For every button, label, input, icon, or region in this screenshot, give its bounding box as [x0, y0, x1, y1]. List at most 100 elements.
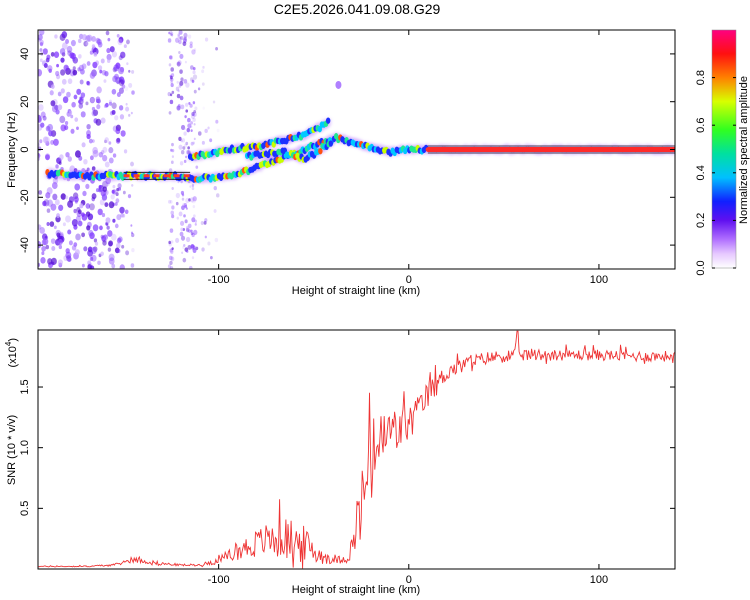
spectrogram-noise-speck: [190, 65, 194, 70]
spectrogram-noise-speck: [170, 256, 175, 262]
spectrogram-noise-speck: [201, 82, 205, 86]
spectrogram-noise-speck: [38, 190, 43, 195]
spectrogram-noise-speck: [62, 222, 66, 227]
spectrogram-noise-speck: [131, 183, 134, 187]
spectrogram-noise-speck: [70, 39, 76, 47]
spectrogram-noise-speck: [104, 71, 109, 77]
snr-y-axis-label: SNR (10 * v/v): [6, 415, 18, 485]
spectrogram-noise-speck: [188, 198, 191, 202]
spectrogram-noise-speck: [131, 90, 135, 95]
spectrogram-noise-speck: [119, 264, 125, 269]
spectrogram-noise-speck: [190, 129, 193, 132]
spectrogram-noise-speck: [62, 96, 69, 104]
spectrogram-noise-speck: [54, 199, 60, 206]
spectrogram-noise-speck: [193, 214, 196, 218]
spectrogram-noise-speck: [86, 34, 93, 42]
spectrogram-track-point: [328, 140, 334, 147]
spectrogram-noise-speck: [122, 213, 126, 218]
spectrogram-noise-speck: [86, 133, 91, 140]
spectrogram-noise-speck: [59, 48, 66, 55]
spectrogram-noise-speck: [81, 263, 85, 268]
spectrogram-noise-speck: [42, 115, 47, 121]
spectrogram-noise-speck: [78, 38, 82, 44]
spectrogram-noise-speck: [71, 101, 76, 108]
spectrogram-noise-speck: [191, 256, 195, 260]
spectrogram-noise-speck: [177, 105, 181, 110]
spectrogram-noise-speck: [116, 237, 122, 244]
spectrogram-track-point: [317, 125, 323, 133]
spectrogram-noise-speck: [169, 74, 172, 78]
spectrogram-noise-speck: [118, 77, 123, 82]
spectrogram-noise-speck: [181, 138, 186, 143]
spectrogram-noise-speck: [50, 100, 56, 107]
spectrogram-noise-speck: [189, 265, 193, 269]
spectrogram-noise-speck: [171, 142, 174, 147]
spectrogram-noise-speck: [210, 255, 213, 260]
spectrogram-noise-speck: [85, 101, 89, 106]
spectrogram-noise-speck: [39, 39, 44, 46]
spectrogram-noise-speck: [194, 219, 198, 223]
spectrogram-noise-speck: [111, 263, 116, 269]
spectrogram-noise-speck: [202, 65, 205, 69]
spectrogram-noise-speck: [170, 160, 174, 164]
spectrogram-noise-speck: [126, 39, 130, 45]
spectrogram-noise-speck: [57, 91, 62, 97]
spectrogram-noise-speck: [105, 217, 111, 224]
spectrogram-noise-speck: [94, 241, 99, 246]
snr-frame: [37, 329, 676, 570]
spectrogram-noise-speck: [67, 256, 72, 262]
spectrogram-noise-speck: [90, 97, 95, 103]
spectrogram-noise-speck: [44, 136, 50, 144]
spectrogram-noise-speck: [80, 68, 85, 75]
spectrogram-noise-speck: [118, 87, 124, 94]
spectrogram-noise-speck: [57, 238, 63, 246]
spectrogram-noise-speck: [115, 198, 120, 203]
spectrogram-noise-speck: [111, 109, 116, 115]
spectrogram-noise-speck: [169, 32, 173, 36]
spectrogram-noise-speck: [189, 103, 193, 108]
spectrogram-noise-speck: [89, 155, 94, 161]
spectrogram-noise-speck: [104, 139, 107, 144]
spectrogram-noise-speck: [101, 69, 107, 76]
spectrogram-noise-speck: [201, 247, 205, 252]
colorbar-gradient: [711, 29, 737, 269]
spectrogram-noise-speck: [50, 52, 55, 57]
spectrogram-noise-speck: [130, 263, 135, 268]
spectrogram-noise-speck: [180, 227, 184, 232]
spectrogram-noise-speck: [175, 237, 180, 243]
spectrogram-noise-speck: [170, 93, 173, 97]
spectrogram-noise-speck: [89, 96, 95, 104]
spectrogram-noise-speck: [47, 65, 53, 72]
spectrogram-noise-speck: [193, 48, 197, 52]
spectrogram-noise-speck: [187, 123, 192, 129]
spectrogram-noise-speck: [40, 257, 46, 264]
spectrogram-noise-speck: [192, 70, 196, 75]
spectrogram-noise-speck: [79, 79, 84, 85]
spectrogram-noise-speck: [86, 80, 90, 86]
spectrogram-noise-speck: [43, 63, 48, 68]
spectrogram-noise-speck: [193, 123, 196, 126]
spectrogram-noise-speck: [102, 240, 107, 246]
snr-multiplier-label: (x104): [4, 338, 19, 368]
spectrogram-noise-speck: [56, 63, 60, 68]
spectrogram-noise-speck: [106, 53, 112, 61]
spectrogram-noise-speck: [78, 54, 82, 59]
spectrogram-noise-speck: [80, 92, 86, 98]
spectrogram-noise-speck: [59, 231, 64, 237]
spectrogram-noise-speck: [200, 221, 204, 226]
spectrogram-noise-speck: [56, 213, 61, 219]
spectrogram-noise-speck: [92, 146, 98, 155]
spectrogram-noise-speck: [38, 240, 42, 249]
spectrogram-noise-speck: [106, 225, 110, 230]
spectrogram-noise-speck: [107, 230, 113, 237]
spectrogram-noise-speck: [179, 161, 184, 166]
snr-x-tick-label: -100: [208, 574, 230, 586]
spectrogram-noise-speck: [65, 151, 70, 158]
spectrogram-noise-speck: [175, 86, 180, 91]
spectrogram-noise-speck: [180, 104, 185, 110]
snr-y-tick-label: 0.5: [19, 501, 31, 516]
spectrogram-noise-speck: [59, 115, 66, 124]
spectrogram-noise-speck: [175, 37, 180, 43]
spectrogram-noise-speck: [185, 82, 190, 88]
spectrogram-noise-speck: [79, 203, 84, 209]
